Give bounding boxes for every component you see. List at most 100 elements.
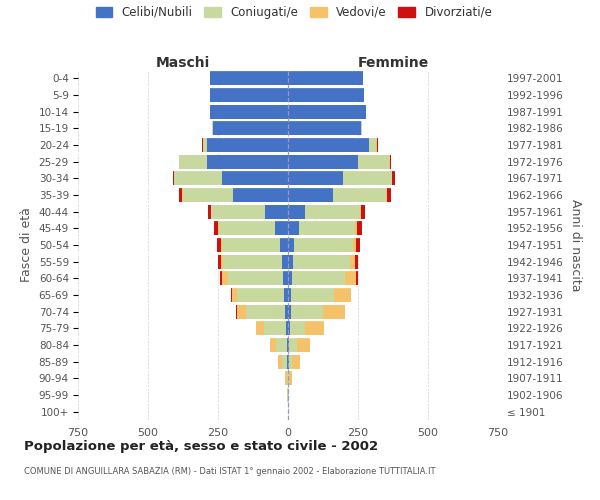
Bar (305, 322, 325, 336)
Bar (278, 354, 282, 369)
Bar (284, 304, 288, 319)
Bar (356, 271, 358, 285)
Bar (355, 254, 358, 269)
Bar (292, 354, 300, 369)
Bar (174, 171, 222, 186)
Text: Maschi: Maschi (156, 56, 210, 70)
Bar (368, 138, 376, 152)
Bar (214, 221, 218, 236)
Bar (290, 322, 305, 336)
Bar (173, 171, 174, 186)
Bar (392, 171, 395, 186)
Bar (209, 104, 288, 118)
Bar (222, 238, 280, 252)
Bar (350, 254, 355, 269)
Bar (280, 238, 288, 252)
Bar (288, 121, 361, 136)
Bar (282, 254, 288, 269)
Bar (305, 204, 360, 219)
Bar (287, 338, 288, 352)
Bar (288, 304, 290, 319)
Bar (295, 238, 353, 252)
Bar (179, 188, 182, 202)
Bar (233, 188, 288, 202)
Bar (223, 254, 282, 269)
Bar (275, 221, 288, 236)
Bar (179, 154, 207, 169)
Bar (288, 204, 305, 219)
Bar (207, 138, 288, 152)
Bar (390, 154, 391, 169)
Text: COMUNE DI ANGUILLARA SABAZIA (RM) - Dati ISTAT 1° gennaio 2002 - Elaborazione TU: COMUNE DI ANGUILLARA SABAZIA (RM) - Dati… (24, 468, 436, 476)
Bar (285, 371, 287, 386)
Bar (361, 204, 365, 219)
Bar (222, 171, 288, 186)
Bar (270, 338, 276, 352)
Bar (360, 204, 361, 219)
Bar (237, 304, 246, 319)
Bar (345, 271, 356, 285)
Bar (333, 188, 386, 202)
Bar (223, 271, 227, 285)
Y-axis label: Anni di nascita: Anni di nascita (569, 198, 583, 291)
Bar (221, 238, 222, 252)
Bar (288, 254, 293, 269)
Bar (387, 188, 391, 202)
Bar (256, 322, 264, 336)
Bar (288, 371, 289, 386)
Bar (288, 238, 295, 252)
Bar (265, 204, 288, 219)
Bar (211, 204, 265, 219)
Bar (220, 271, 223, 285)
Bar (288, 71, 363, 86)
Bar (353, 238, 356, 252)
Bar (217, 238, 221, 252)
Text: Popolazione per età, sesso e stato civile - 2002: Popolazione per età, sesso e stato civil… (24, 440, 378, 453)
Bar (287, 371, 288, 386)
Y-axis label: Fasce di età: Fasce di età (20, 208, 33, 282)
Bar (289, 338, 297, 352)
Bar (291, 288, 334, 302)
Bar (356, 238, 359, 252)
Bar (276, 338, 287, 352)
Bar (288, 88, 364, 102)
Bar (283, 271, 288, 285)
Bar (293, 254, 350, 269)
Bar (289, 354, 292, 369)
Bar (218, 254, 221, 269)
Bar (231, 288, 232, 302)
Bar (286, 322, 288, 336)
Bar (288, 338, 289, 352)
Bar (288, 188, 333, 202)
Bar (227, 271, 283, 285)
Bar (232, 288, 237, 302)
Bar (207, 154, 288, 169)
Bar (358, 154, 389, 169)
Bar (288, 171, 343, 186)
Bar (183, 188, 233, 202)
Bar (288, 154, 358, 169)
Bar (288, 138, 368, 152)
Bar (264, 322, 286, 336)
Bar (386, 188, 387, 202)
Bar (355, 221, 356, 236)
Bar (218, 221, 219, 236)
Bar (334, 288, 351, 302)
Bar (219, 221, 275, 236)
Bar (210, 71, 288, 86)
Bar (282, 354, 287, 369)
Bar (288, 322, 290, 336)
Bar (289, 371, 292, 386)
Text: Femmine: Femmine (358, 56, 428, 70)
Bar (203, 138, 207, 152)
Bar (299, 221, 355, 236)
Bar (343, 171, 392, 186)
Bar (221, 254, 223, 269)
Bar (246, 304, 284, 319)
Bar (288, 271, 292, 285)
Bar (290, 304, 323, 319)
Bar (288, 104, 366, 118)
Bar (284, 288, 288, 302)
Bar (208, 204, 211, 219)
Bar (213, 121, 288, 136)
